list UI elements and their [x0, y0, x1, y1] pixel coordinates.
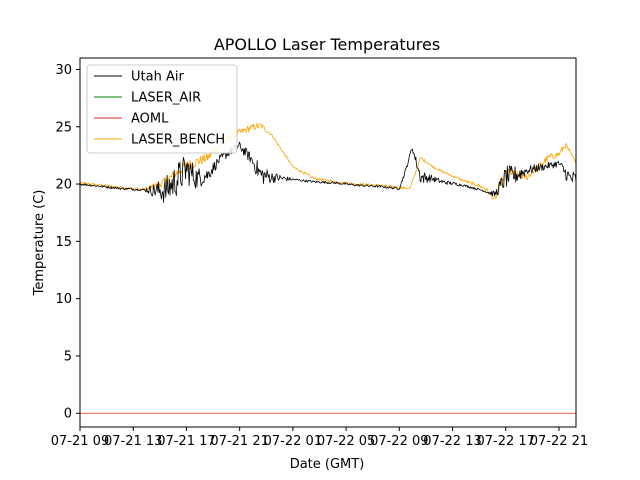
legend-label: Utah Air [131, 70, 184, 85]
x-tick-label: 07-22 01 [264, 434, 322, 449]
y-tick-label: 5 [64, 349, 72, 364]
x-tick-label: 07-21 09 [51, 434, 109, 449]
x-tick-label: 07-22 09 [370, 434, 428, 449]
x-tick-label: 07-21 21 [210, 434, 268, 449]
x-tick-label: 07-22 13 [423, 434, 481, 449]
y-tick-label: 20 [55, 178, 72, 193]
y-tick-label: 30 [55, 63, 72, 78]
x-tick-label: 07-21 13 [104, 434, 162, 449]
legend: Utah Air LASER_AIR AOML LASER_BENCH [86, 64, 238, 154]
series-layer [80, 123, 576, 414]
legend-label: LASER_BENCH [131, 133, 225, 148]
chart-title: APOLLO Laser Temperatures [214, 35, 440, 54]
plot-area-frame [79, 57, 577, 428]
x-tick-label: 07-22 17 [477, 434, 535, 449]
legend-label: AOML [131, 112, 169, 127]
y-tick-label: 0 [64, 407, 72, 422]
y-axis-label: Temperature (C) [32, 190, 47, 297]
x-tick-label: 07-22 05 [317, 434, 375, 449]
legend-label: LASER_AIR [131, 91, 201, 106]
y-tick-label: 15 [55, 235, 72, 250]
y-tick-label: 10 [55, 292, 72, 307]
y-axis: 0 5 10 15 20 25 30 [55, 63, 80, 422]
legend-box [86, 64, 238, 154]
x-tick-label: 07-22 21 [530, 434, 588, 449]
series-line-laser-bench [80, 123, 576, 200]
x-tick-label: 07-21 17 [157, 434, 215, 449]
x-axis-label: Date (GMT) [290, 457, 365, 472]
y-tick-label: 25 [55, 120, 72, 135]
series-line-utah-air [80, 141, 576, 203]
